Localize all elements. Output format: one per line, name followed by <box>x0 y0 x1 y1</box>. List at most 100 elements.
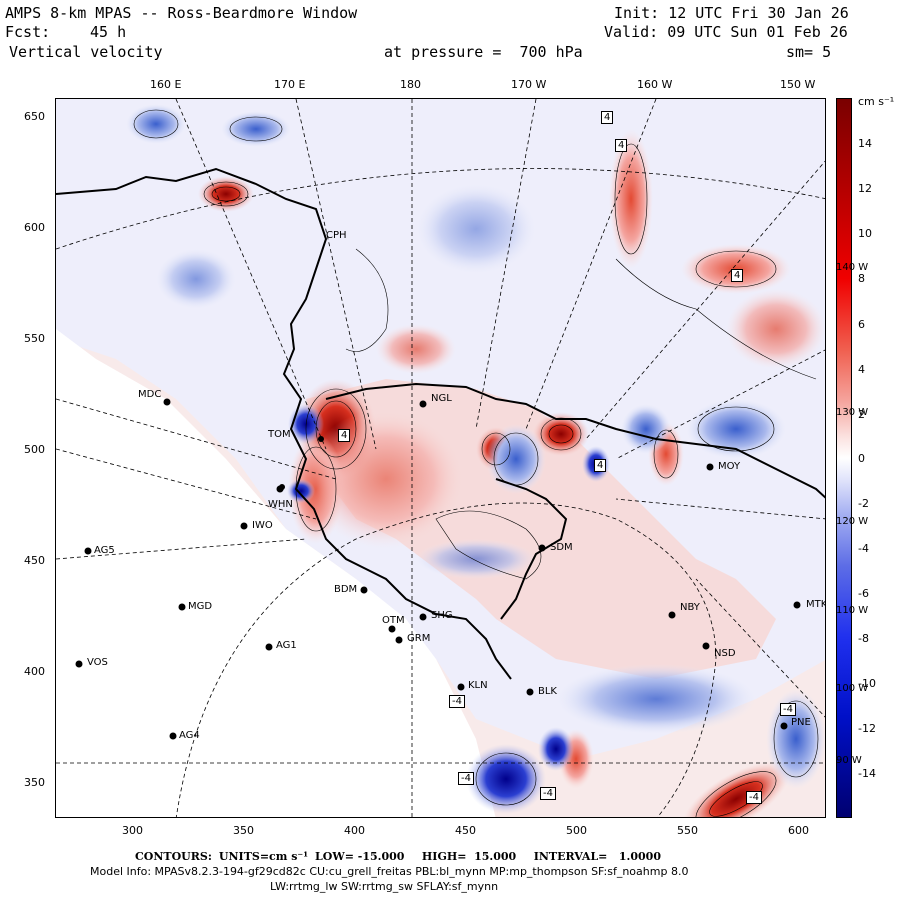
model-info: Model Info: MPASv8.2.3-194-gf29cd82c CU:… <box>90 865 689 878</box>
colorbar-label: -2 <box>858 497 869 510</box>
colorbar-label: -12 <box>858 722 876 735</box>
lon-side-label: 120 W <box>836 516 869 527</box>
y-tick: 450 <box>24 554 45 567</box>
station-label: PNE <box>791 717 811 728</box>
contour-interval: INTERVAL= 1.0000 <box>533 850 661 863</box>
station-label: BDM <box>334 584 358 595</box>
updraft-area <box>726 289 825 369</box>
downdraft-area <box>416 184 536 274</box>
station-label: TOM <box>268 429 291 440</box>
downdraft-core <box>466 744 546 814</box>
downdraft-area <box>621 404 671 454</box>
forecast-hour: 45 h <box>90 23 127 41</box>
y-tick: 500 <box>24 443 45 456</box>
contour-value-box: 4 <box>594 459 607 472</box>
colorbar-label: -6 <box>858 587 869 600</box>
downdraft-area <box>766 689 825 789</box>
updraft-area <box>306 409 466 549</box>
contour-high: HIGH= 15.000 <box>421 850 517 863</box>
contour-lines <box>133 109 819 817</box>
updraft-area <box>609 129 653 269</box>
downdraft-area <box>686 399 786 459</box>
y-tick: 350 <box>24 776 45 789</box>
y-tick: 400 <box>24 665 45 678</box>
station-label: MGD <box>188 601 213 612</box>
lon-side-label: 100 W <box>836 683 869 694</box>
no-data-region <box>56 329 496 817</box>
station-label: BLK <box>538 686 557 697</box>
x-tick: 550 <box>677 824 698 837</box>
station-label: WHN <box>268 499 293 510</box>
station-label: NGL <box>431 393 452 404</box>
station-label: CPH <box>326 230 347 241</box>
colorbar-units: cm s⁻¹ <box>858 95 895 108</box>
station-label: IWO <box>252 520 273 531</box>
lon-side-label: 110 W <box>836 605 869 616</box>
init-time: Init: 12 UTC Fri 30 Jan 26 <box>614 4 849 22</box>
x-tick: 450 <box>455 824 476 837</box>
downdraft-area <box>486 424 546 494</box>
contour-value-box: 4 <box>615 139 628 152</box>
lon-side-label: 130 W <box>836 407 869 418</box>
pressure-level: at pressure = 700 hPa <box>384 43 583 61</box>
colorbar-label: -4 <box>858 542 869 555</box>
downdraft-core <box>287 479 315 503</box>
color-scale-bar <box>836 98 852 818</box>
station-label: SHG <box>431 610 453 621</box>
station-label: AG1 <box>276 640 297 651</box>
station-label: AG5 <box>94 545 115 556</box>
colorbar-label: -8 <box>858 632 869 645</box>
station-label: MDC <box>138 389 162 400</box>
colorbar-label: 4 <box>858 363 865 376</box>
contour-value-box: -4 <box>449 695 465 708</box>
x-tick: 350 <box>233 824 254 837</box>
contour-value-box: -4 <box>540 787 556 800</box>
downdraft-area <box>556 664 756 734</box>
colorbar-label: -10 <box>858 677 876 690</box>
contour-value-box: -4 <box>458 772 474 785</box>
x-tick: 500 <box>566 824 587 837</box>
station-markers <box>75 398 801 740</box>
map-title: AMPS 8-km MPAS -- Ross-Beardmore Window <box>5 4 358 22</box>
y-tick: 650 <box>24 110 45 123</box>
station-label: MTK <box>806 599 826 610</box>
station-label: VOS <box>87 657 108 668</box>
downdraft-core <box>538 727 574 771</box>
color-scale-gradient <box>837 99 851 817</box>
lon-side-label: 90 W <box>836 755 862 766</box>
station-label: NBY <box>680 602 700 613</box>
field-name: Vertical velocity <box>9 43 163 61</box>
y-tick: 600 <box>24 221 45 234</box>
colorbar-label: 6 <box>858 318 865 331</box>
vertical-velocity-map: CPH MDC NGL TOM WHN IWO AG5 MGD BDM SDM … <box>55 98 826 818</box>
colorbar-label: 8 <box>858 272 865 285</box>
lon-label: 160 W <box>637 78 673 91</box>
updraft-core <box>682 762 790 817</box>
lon-label: 180 <box>400 78 421 91</box>
forecast-label: Fcst: <box>5 23 51 41</box>
station-label: SDM <box>550 542 573 553</box>
downdraft-area <box>221 111 291 147</box>
downdraft-area <box>156 249 236 309</box>
lon-label: 170 E <box>274 78 306 91</box>
station-label: AG4 <box>179 730 200 741</box>
contour-units: UNITS=cm s⁻¹ <box>218 850 309 863</box>
contours-label: CONTOURS: <box>135 850 212 863</box>
graticule <box>56 99 825 817</box>
valid-time: Valid: 09 UTC Sun 01 Feb 26 <box>604 23 848 41</box>
colorbar-label: 14 <box>858 137 872 150</box>
smoothing-value: sm= 5 <box>786 43 832 61</box>
x-tick: 400 <box>344 824 365 837</box>
contour-value-box: -4 <box>746 791 762 804</box>
lon-label: 150 W <box>780 78 816 91</box>
colorbar-label: 10 <box>858 227 872 240</box>
colorbar-label: -14 <box>858 767 876 780</box>
station-label: GRM <box>407 633 431 644</box>
contour-value-box: 4 <box>338 429 351 442</box>
colorbar-label: 12 <box>858 182 872 195</box>
contour-low: LOW= -15.000 <box>315 850 405 863</box>
colorbar-label: 0 <box>858 452 865 465</box>
map-canvas <box>56 99 825 817</box>
x-tick: 600 <box>788 824 809 837</box>
physics-info: LW:rrtmg_lw SW:rrtmg_sw SFLAY:sf_mynn <box>270 880 499 893</box>
